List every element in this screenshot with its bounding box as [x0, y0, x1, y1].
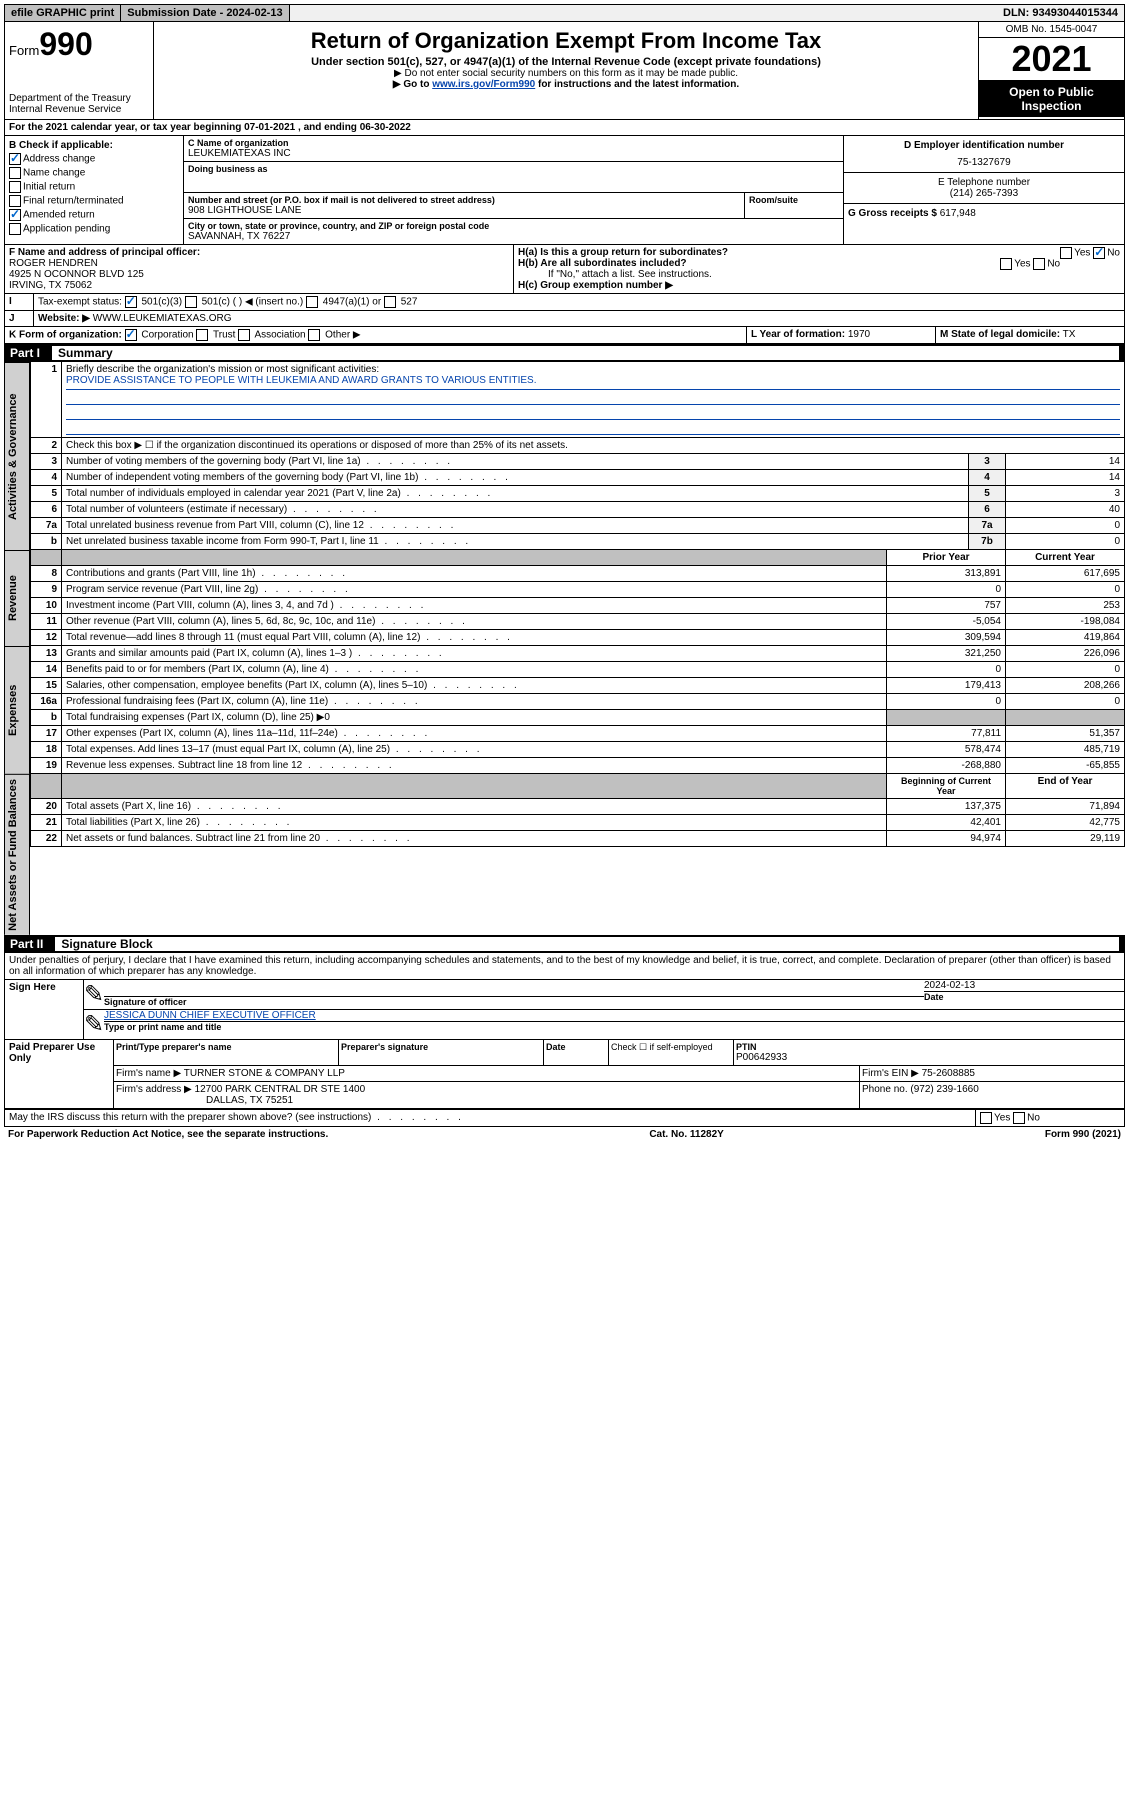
top-toolbar: efile GRAPHIC print Submission Date - 20…: [4, 4, 1125, 22]
chk-other[interactable]: [308, 329, 320, 341]
goto-suffix: for instructions and the latest informat…: [535, 79, 739, 90]
hdr-prior: Prior Year: [887, 550, 1006, 566]
officer-addr2: IRVING, TX 75062: [9, 280, 509, 291]
discuss-no[interactable]: [1013, 1112, 1025, 1124]
ssn-warning: ▶ Do not enter social security numbers o…: [158, 68, 974, 79]
tab-balances: Net Assets or Fund Balances: [4, 774, 30, 935]
chk-app-pending[interactable]: [9, 223, 21, 235]
gross-receipts-label: G Gross receipts $: [848, 208, 937, 219]
part1-header: Part ISummary: [4, 344, 1125, 362]
gross-receipts-value: 617,948: [940, 208, 976, 219]
firm-address: 12700 PARK CENTRAL DR STE 1400: [195, 1084, 366, 1095]
cat-no: Cat. No. 11282Y: [649, 1129, 723, 1140]
public-inspection-badge: Open to Public Inspection: [979, 81, 1124, 117]
chk-501c3[interactable]: [125, 296, 137, 308]
hdr-current: Current Year: [1006, 550, 1125, 566]
form-title: Return of Organization Exempt From Incom…: [158, 28, 974, 54]
officer-name: ROGER HENDREN: [9, 258, 509, 269]
box-c-name-label: C Name of organization: [188, 138, 839, 148]
officer-name-title[interactable]: JESSICA DUNN CHIEF EXECUTIVE OFFICER: [104, 1010, 316, 1021]
chk-address-change[interactable]: [9, 153, 21, 165]
state-domicile: TX: [1063, 329, 1076, 340]
val-6: 40: [1006, 502, 1125, 518]
ptin-value: P00642933: [736, 1052, 1122, 1063]
omb-number: OMB No. 1545-0047: [979, 22, 1124, 38]
form-prefix: Form: [9, 43, 39, 58]
tab-expenses: Expenses: [4, 646, 30, 774]
org-address: 908 LIGHTHOUSE LANE: [188, 205, 740, 216]
chk-corp[interactable]: [125, 329, 137, 341]
officer-addr1: 4925 N OCONNOR BLVD 125: [9, 269, 509, 280]
ein-value: 75-1327679: [848, 157, 1120, 168]
dln-label: DLN: 93493044015344: [997, 5, 1124, 21]
line-a-tax-year: For the 2021 calendar year, or tax year …: [5, 120, 1124, 135]
year-formation: 1970: [848, 329, 870, 340]
form-subtitle: Under section 501(c), 527, or 4947(a)(1)…: [158, 56, 974, 68]
efile-print-button[interactable]: efile GRAPHIC print: [5, 5, 121, 21]
chk-amended[interactable]: [9, 209, 21, 221]
phone-value: (214) 265-7393: [848, 188, 1120, 199]
l2-text: Check this box ▶ ☐ if the organization d…: [62, 438, 1125, 454]
ha-yes[interactable]: [1060, 247, 1072, 259]
submission-date: Submission Date - 2024-02-13: [121, 5, 289, 21]
firm-phone: (972) 239-1660: [910, 1084, 978, 1095]
l1-label: Briefly describe the organization's miss…: [66, 364, 379, 375]
city-label: City or town, state or province, country…: [188, 221, 839, 231]
website-value: WWW.LEUKEMIATEXAS.ORG: [93, 313, 232, 324]
sig-date: 2024-02-13: [924, 980, 1124, 991]
val-3: 14: [1006, 454, 1125, 470]
mission-text: PROVIDE ASSISTANCE TO PEOPLE WITH LEUKEM…: [66, 375, 1120, 390]
chk-assoc[interactable]: [238, 329, 250, 341]
room-label: Room/suite: [749, 195, 839, 205]
phone-label: E Telephone number: [848, 177, 1120, 188]
org-city: SAVANNAH, TX 76227: [188, 231, 839, 242]
tab-revenue: Revenue: [4, 550, 30, 646]
goto-prefix: ▶ Go to: [393, 79, 432, 90]
val-5: 3: [1006, 486, 1125, 502]
chk-501c[interactable]: [185, 296, 197, 308]
perjury-declaration: Under penalties of perjury, I declare th…: [4, 953, 1125, 980]
dept-treasury: Department of the Treasury: [9, 93, 149, 104]
part2-header: Part IISignature Block: [4, 935, 1125, 953]
pra-notice: For Paperwork Reduction Act Notice, see …: [8, 1129, 328, 1140]
ein-label: D Employer identification number: [848, 140, 1120, 151]
chk-trust[interactable]: [196, 329, 208, 341]
ha-no[interactable]: [1093, 247, 1105, 259]
box-b-checkboxes: B Check if applicable: Address change Na…: [5, 136, 184, 244]
line-k-label: K Form of organization:: [9, 330, 122, 341]
irs-link[interactable]: www.irs.gov/Form990: [432, 79, 535, 90]
dba-label: Doing business as: [188, 164, 839, 174]
discuss-question: May the IRS discuss this return with the…: [9, 1112, 464, 1123]
hb-note: If "No," attach a list. See instructions…: [518, 269, 1120, 280]
form-header: Form990 Department of the Treasury Inter…: [4, 22, 1125, 120]
chk-527[interactable]: [384, 296, 396, 308]
chk-4947[interactable]: [306, 296, 318, 308]
box-f-label: F Name and address of principal officer:: [9, 247, 509, 258]
firm-ein: 75-2608885: [922, 1068, 975, 1079]
chk-final-return[interactable]: [9, 195, 21, 207]
firm-name: TURNER STONE & COMPANY LLP: [184, 1068, 345, 1079]
discuss-yes[interactable]: [980, 1112, 992, 1124]
hb-no[interactable]: [1033, 258, 1045, 270]
form-number: 990: [39, 26, 92, 62]
ha-label: H(a) Is this a group return for subordin…: [518, 247, 728, 258]
val-4: 14: [1006, 470, 1125, 486]
form-footer: Form 990 (2021): [1045, 1129, 1121, 1140]
tax-exempt-label: Tax-exempt status:: [38, 297, 122, 308]
tax-year: 2021: [979, 38, 1124, 81]
org-name: LEUKEMIATEXAS INC: [188, 148, 839, 159]
val-7b: 0: [1006, 534, 1125, 550]
chk-initial-return[interactable]: [9, 181, 21, 193]
addr-label: Number and street (or P.O. box if mail i…: [188, 195, 740, 205]
sign-here-label: Sign Here: [5, 980, 84, 1040]
tab-governance: Activities & Governance: [4, 362, 30, 550]
hb-label: H(b) Are all subordinates included?: [518, 258, 687, 269]
hb-yes[interactable]: [1000, 258, 1012, 270]
website-label: Website: ▶: [38, 313, 90, 324]
chk-name-change[interactable]: [9, 167, 21, 179]
val-7a: 0: [1006, 518, 1125, 534]
paid-preparer-label: Paid Preparer Use Only: [5, 1040, 114, 1109]
irs-label: Internal Revenue Service: [9, 104, 149, 115]
hc-label: H(c) Group exemption number ▶: [518, 280, 1120, 291]
